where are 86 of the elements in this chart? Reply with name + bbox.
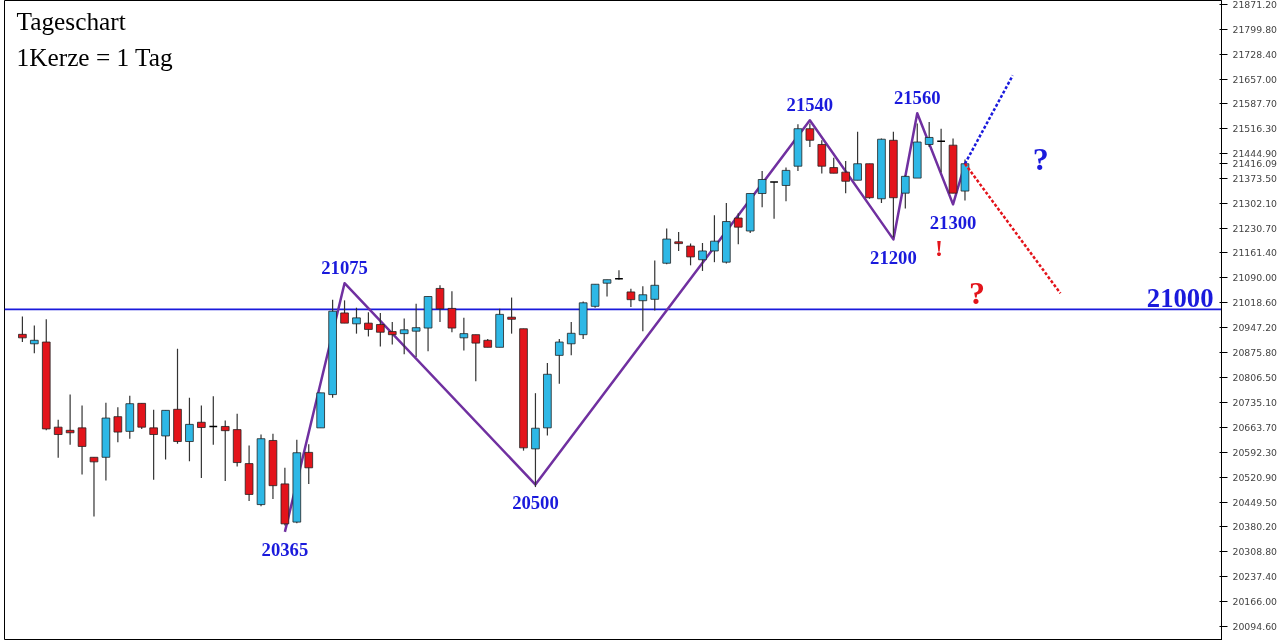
annotation: ? xyxy=(1032,140,1049,177)
candlestick xyxy=(149,409,158,481)
y-tick-label: 20449.50 xyxy=(1232,496,1278,508)
candlestick xyxy=(220,419,230,482)
y-tick-label: 20806.50 xyxy=(1232,371,1278,383)
candlestick xyxy=(137,402,146,430)
candlestick xyxy=(65,393,75,446)
candlestick xyxy=(805,122,815,148)
y-tick-label: 21373.50 xyxy=(1232,173,1278,185)
candlestick xyxy=(555,338,564,385)
annotation: 21075 xyxy=(321,256,368,278)
y-tick-label: 21090.00 xyxy=(1232,272,1278,284)
y-tick-label: 21018.60 xyxy=(1232,297,1278,309)
candlestick xyxy=(901,174,910,210)
candlestick xyxy=(507,296,516,335)
y-tick-label: 21416.09 xyxy=(1232,158,1278,170)
candlestick xyxy=(602,279,612,298)
candlestick xyxy=(817,139,827,175)
y-tick-label: 20237.40 xyxy=(1232,571,1278,583)
y-tick-label: 20380.20 xyxy=(1232,521,1278,533)
candlestick xyxy=(113,406,123,443)
candlestick xyxy=(566,321,576,356)
y-tick-label: 20947.20 xyxy=(1232,322,1278,334)
y-tick-label: 20663.70 xyxy=(1232,421,1278,433)
y-tick-label: 21587.70 xyxy=(1232,98,1278,110)
candlestick xyxy=(853,131,862,181)
y-tick-label: 20166.00 xyxy=(1232,596,1278,608)
candlestick xyxy=(924,121,934,148)
candlestick xyxy=(364,311,373,338)
candlestick xyxy=(411,303,421,358)
candlestick xyxy=(30,324,39,354)
candlestick xyxy=(197,404,206,479)
candlestick xyxy=(304,443,314,485)
candlestick xyxy=(77,404,87,476)
y-tick-label: 20735.10 xyxy=(1232,396,1278,408)
y-tick-label: 20094.60 xyxy=(1232,621,1278,633)
annotation: 20365 xyxy=(261,539,309,561)
annotation: 21540 xyxy=(786,93,834,115)
y-tick-label: 21657.00 xyxy=(1232,73,1278,85)
annotation: 21300 xyxy=(929,211,977,233)
y-tick-label: 21444.90 xyxy=(1232,148,1278,160)
candlestick xyxy=(459,317,469,352)
text: 1Kerze = 1 Tag xyxy=(16,42,174,71)
y-tick-label: 21516.30 xyxy=(1232,123,1278,135)
candlestick xyxy=(18,315,27,343)
ref-line-label: 21000 xyxy=(1146,283,1214,314)
annotation: ! xyxy=(935,235,944,262)
y-tick-label: 20308.80 xyxy=(1232,546,1278,558)
y-tick-label: 21302.10 xyxy=(1232,198,1278,210)
chart-title: Tageschart xyxy=(16,6,126,35)
y-tick-label: 20592.30 xyxy=(1232,446,1278,458)
candlestick xyxy=(185,397,194,462)
candlestick xyxy=(471,334,481,382)
candlestick xyxy=(626,288,636,308)
annotation: 20500 xyxy=(512,492,559,514)
candlestick xyxy=(531,392,540,488)
annotation: 21200 xyxy=(870,246,917,268)
candlestick xyxy=(376,312,385,348)
candlestick xyxy=(650,259,660,312)
candlestick xyxy=(352,307,361,335)
candlestick xyxy=(340,299,349,324)
candlestick xyxy=(399,317,409,355)
y-tick-label: 21161.40 xyxy=(1232,247,1278,259)
candlestick xyxy=(686,243,695,266)
y-tick-label: 21230.70 xyxy=(1232,223,1278,235)
candlestick xyxy=(435,284,445,323)
candlestick xyxy=(734,212,743,245)
candlestick xyxy=(53,419,63,459)
y-tick-label: 20875.80 xyxy=(1232,347,1278,359)
candlestick xyxy=(590,283,600,309)
candlestick xyxy=(447,290,457,333)
candlestick xyxy=(387,321,397,346)
candlestick xyxy=(698,242,707,272)
candlestick xyxy=(674,231,683,252)
candlestick xyxy=(638,285,648,332)
y-tick-label: 21871.20 xyxy=(1232,0,1278,10)
y-tick-label: 21799.80 xyxy=(1232,23,1278,35)
candlestick xyxy=(781,166,791,202)
candlestick xyxy=(89,456,99,518)
annotation: 21560 xyxy=(893,86,941,108)
candlestick xyxy=(757,170,767,208)
candlestick xyxy=(841,160,850,194)
annotation: ? xyxy=(968,275,985,312)
y-tick-label: 21728.40 xyxy=(1232,48,1278,60)
candlestick xyxy=(710,214,719,263)
y-tick-label: 20520.90 xyxy=(1232,471,1278,483)
